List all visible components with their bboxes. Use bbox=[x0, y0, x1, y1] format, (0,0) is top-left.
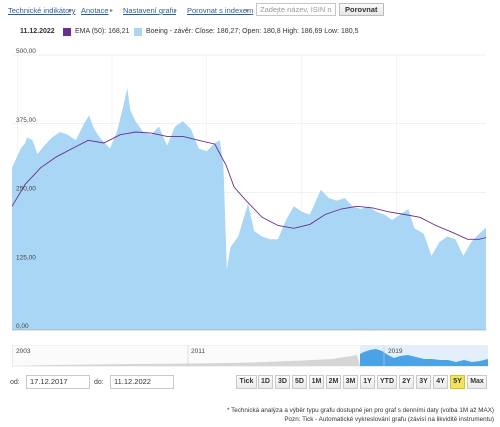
price-chart[interactable]: 500,00 375,00 250,00 125,00 0,00 bbox=[0, 40, 500, 340]
navigator-year-label: 2011 bbox=[191, 348, 205, 355]
from-date-label: od: bbox=[10, 379, 20, 386]
chevron-right-icon: ▸ bbox=[110, 8, 114, 14]
period-button-5y[interactable]: 5Y bbox=[450, 375, 465, 389]
period-button-ytd[interactable]: YTD bbox=[377, 375, 397, 389]
ema-legend-swatch bbox=[63, 28, 71, 36]
period-button-1y[interactable]: 1Y bbox=[360, 375, 375, 389]
time-navigator[interactable]: 2003 2011 2019 bbox=[12, 345, 488, 367]
navigator-selected-area bbox=[360, 349, 488, 366]
to-date-input[interactable]: 11.12.2022 bbox=[110, 375, 174, 389]
boeing-price-area bbox=[12, 88, 486, 330]
boeing-legend-label[interactable]: Boeing - závěr: Close: 186,27; Open: 180… bbox=[146, 28, 359, 35]
navigator-history-area bbox=[12, 355, 360, 366]
period-button-2m[interactable]: 2M bbox=[326, 375, 341, 389]
period-button-3y[interactable]: 3Y bbox=[416, 375, 431, 389]
period-button-2y[interactable]: 2Y bbox=[399, 375, 414, 389]
search-input[interactable] bbox=[256, 3, 336, 16]
legend-date: 11.12.2022 bbox=[20, 28, 55, 35]
to-date-label: do: bbox=[94, 379, 104, 386]
chevron-right-icon: ▸ bbox=[246, 8, 250, 14]
period-button-1d[interactable]: 1D bbox=[258, 375, 273, 389]
navigator-year-label: 2003 bbox=[16, 348, 31, 355]
chart-legend: 11.12.2022 EMA (50): 168,21 Boeing - záv… bbox=[0, 26, 500, 39]
period-button-tick[interactable]: Tick bbox=[236, 375, 257, 389]
chevron-right-icon: ▸ bbox=[174, 8, 178, 14]
y-tick-label: 0,00 bbox=[16, 323, 29, 330]
link-technical-indicators[interactable]: Technické indikátory bbox=[8, 6, 76, 15]
footnote-tick: Pozn: Tick - Automatické vykreslování gr… bbox=[284, 416, 494, 423]
ema-line bbox=[11, 131, 487, 240]
link-annotations[interactable]: Anotace bbox=[81, 6, 109, 15]
navigator-year-label: 2019 bbox=[388, 348, 403, 355]
ema-legend-label[interactable]: EMA (50): 168,21 bbox=[75, 28, 130, 35]
y-tick-label: 500,00 bbox=[16, 48, 36, 55]
period-button-4y[interactable]: 4Y bbox=[433, 375, 448, 389]
link-compare-index[interactable]: Porovnat s indexem bbox=[187, 6, 254, 15]
period-button-1m[interactable]: 1M bbox=[309, 375, 324, 389]
link-chart-settings[interactable]: Nastavení grafu bbox=[123, 6, 176, 15]
chevron-right-icon: ▸ bbox=[69, 8, 73, 14]
period-button-5d[interactable]: 5D bbox=[292, 375, 307, 389]
period-button-3d[interactable]: 3D bbox=[275, 375, 290, 389]
period-button-max[interactable]: Max bbox=[467, 375, 487, 389]
from-date-input[interactable]: 17.12.2017 bbox=[26, 375, 90, 389]
footnote-technical-analysis: * Technická analýza a výběr typu grafu d… bbox=[227, 407, 494, 414]
y-tick-label: 250,00 bbox=[16, 186, 36, 193]
compare-button[interactable]: Porovnat bbox=[339, 3, 384, 16]
boeing-legend-swatch bbox=[134, 28, 142, 36]
y-tick-label: 375,00 bbox=[16, 117, 36, 124]
y-tick-label: 125,00 bbox=[16, 254, 36, 261]
period-button-3m[interactable]: 3M bbox=[343, 375, 358, 389]
